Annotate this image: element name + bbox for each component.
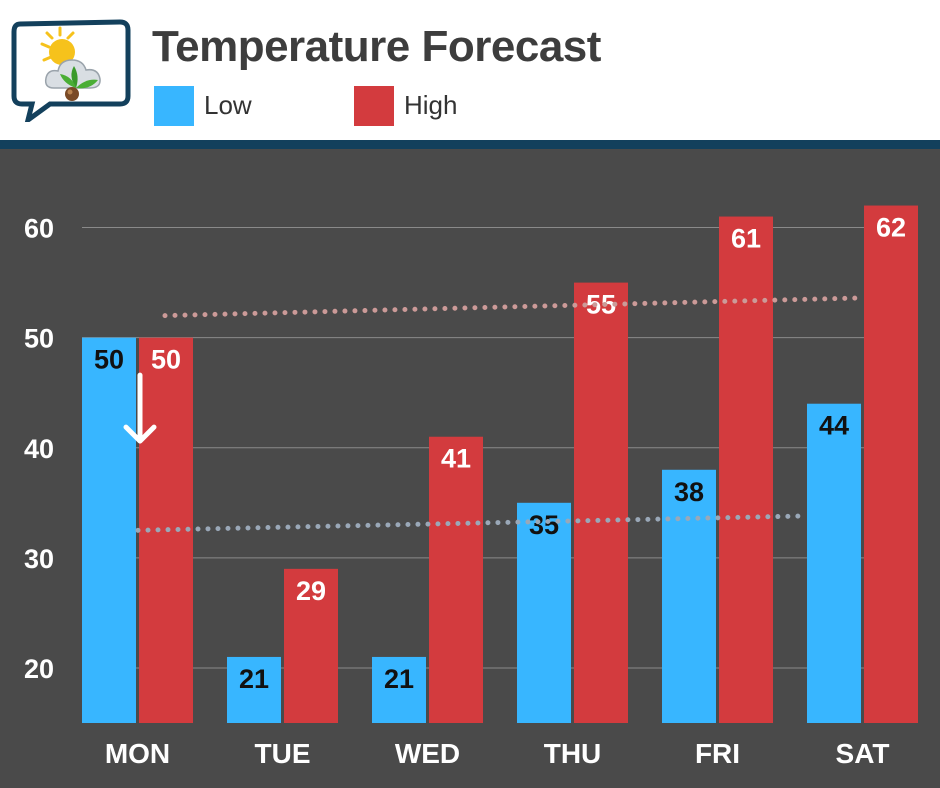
- legend-label-high: High: [404, 90, 458, 120]
- chart-area: 20 30 40 50 60 50 50 MON 21 29 TUE 21 41 WED 35 55 THU 38…: [0, 149, 940, 788]
- x-tick-label: WED: [395, 738, 460, 769]
- x-tick-label: TUE: [255, 738, 311, 769]
- data-label-high: 29: [296, 576, 326, 606]
- header-divider: [0, 140, 940, 149]
- bar-low: [82, 337, 136, 723]
- x-tick-label: THU: [544, 738, 602, 769]
- legend-swatch-low: [154, 86, 194, 126]
- data-label-low: 35: [529, 510, 559, 540]
- bar-high: [719, 216, 773, 723]
- bar-high: [429, 436, 483, 723]
- data-label-low: 44: [819, 411, 849, 441]
- bar-high: [864, 205, 918, 723]
- bar-high: [284, 568, 338, 723]
- bar-high: [574, 282, 628, 723]
- arrow-down-icon-head: [123, 424, 157, 444]
- data-label-high: 62: [876, 213, 906, 243]
- y-tick-label: 60: [24, 214, 54, 244]
- legend-swatch-high: [354, 86, 394, 126]
- bar-low: [517, 502, 571, 723]
- bar-low: [662, 469, 716, 723]
- legend-label-low: Low: [204, 90, 252, 120]
- bar-low: [227, 656, 281, 723]
- trendline-high: [162, 295, 861, 319]
- bar-low: [807, 403, 861, 723]
- x-tick-label: FRI: [695, 738, 740, 769]
- data-label-low: 21: [239, 664, 269, 694]
- data-label-high: 61: [731, 224, 761, 254]
- data-label-high: 50: [151, 345, 181, 375]
- x-tick-label: MON: [105, 738, 170, 769]
- y-tick-label: 30: [24, 544, 54, 574]
- data-label-low: 38: [674, 477, 704, 507]
- data-label-high: 55: [586, 290, 616, 320]
- chart-title: Temperature Forecast: [152, 22, 601, 71]
- weather-sun-cloud-leaf-icon: [11, 19, 131, 122]
- data-label-high: 41: [441, 444, 471, 474]
- header: Temperature Forecast Low High: [0, 0, 940, 140]
- y-tick-label: 50: [24, 324, 54, 354]
- data-label-low: 50: [94, 345, 124, 375]
- trendline-low: [135, 513, 806, 533]
- x-tick-label: SAT: [836, 738, 890, 769]
- bar-low: [372, 656, 426, 723]
- y-tick-label: 40: [24, 434, 54, 464]
- data-label-low: 21: [384, 664, 414, 694]
- y-tick-label: 20: [24, 654, 54, 684]
